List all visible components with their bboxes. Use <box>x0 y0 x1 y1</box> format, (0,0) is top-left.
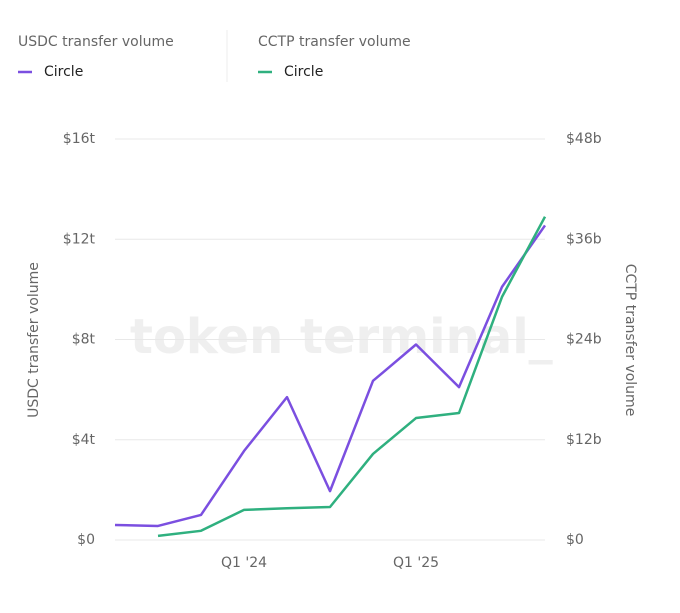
line-series <box>157 216 547 538</box>
legend-label: Circle <box>284 64 323 80</box>
watermark: token terminal_ <box>130 309 553 365</box>
y-tick-label: $16t <box>63 131 96 147</box>
y-tick-label: $0 <box>77 532 95 548</box>
y2-tick-label: $48b <box>566 131 602 147</box>
y-tick-label: $12t <box>63 231 96 247</box>
legend-title: CCTP transfer volume <box>258 34 411 50</box>
x-tick-label: Q1 '24 <box>221 555 267 571</box>
x-tick-label: Q1 '25 <box>393 555 439 571</box>
y2-axis-title: CCTP transfer volume <box>622 264 638 417</box>
y-tick-label: $8t <box>72 332 96 348</box>
y2-tick-label: $36b <box>566 231 602 247</box>
y-axis-title: USDC transfer volume <box>26 262 42 418</box>
y2-tick-label: $12b <box>566 432 602 448</box>
y-tick-label: $4t <box>72 432 96 448</box>
legend-label: Circle <box>44 64 83 80</box>
line-series <box>114 224 547 528</box>
y2-tick-label: $0 <box>566 532 584 548</box>
legend-title: USDC transfer volume <box>18 34 174 50</box>
y2-tick-label: $24b <box>566 332 602 348</box>
